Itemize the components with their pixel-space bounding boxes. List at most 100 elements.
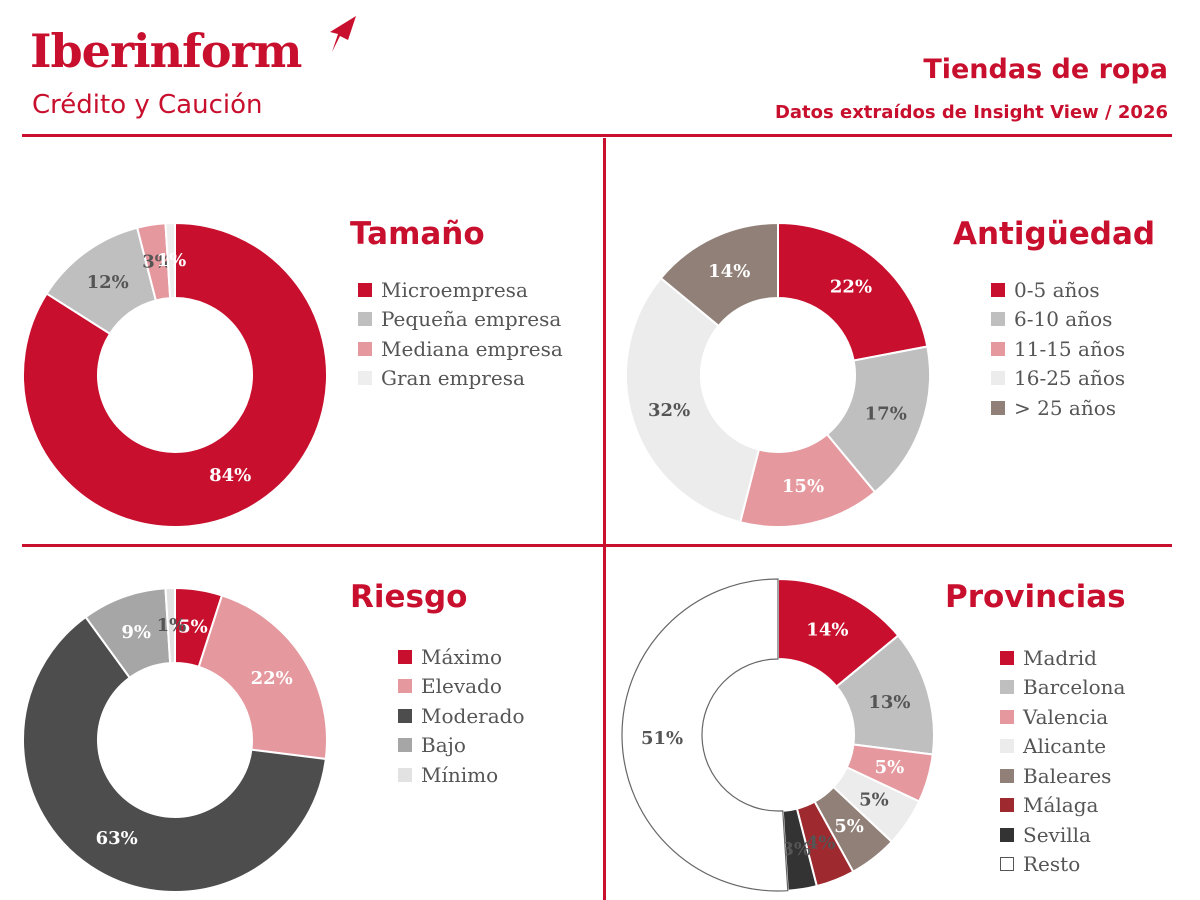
data-label-bajo: 9% [121, 622, 151, 643]
chart-legend: Microempresa Pequeña empresa Mediana empre… [358, 275, 563, 393]
legend-item-0-5-anos: 0-5 años [991, 275, 1125, 305]
legend-label: Alicante [1023, 734, 1107, 759]
legend-swatch [398, 649, 412, 664]
data-label-barcelona: 13% [868, 692, 910, 713]
legend-label: Pequeña empresa [381, 307, 562, 332]
legend-item-baleares: Baleares [1000, 761, 1125, 791]
vertical-divider [603, 138, 606, 900]
slice-bajo [84, 587, 172, 680]
legend-swatch [358, 312, 372, 327]
legend-label: 16-25 años [1014, 366, 1126, 391]
slice-baleares [813, 785, 894, 874]
slice-minimo [164, 586, 176, 665]
chart-title: Riesgo [350, 579, 468, 615]
legend-swatch [1000, 827, 1014, 842]
slice-microempresa [22, 221, 328, 528]
legend-item-maximo: Máximo [398, 642, 525, 672]
legend-label: Barcelona [1023, 675, 1126, 700]
legend-item-alicante: Alicante [1000, 732, 1125, 762]
legend-item-6-10-anos: 6-10 años [991, 305, 1125, 335]
legend-swatch [398, 708, 412, 723]
data-label-resto: 51% [641, 728, 683, 749]
data-label-maximo: 5% [178, 616, 208, 637]
slice-alicante [831, 766, 921, 844]
legend-swatch [358, 341, 372, 356]
legend-item-moderado: Moderado [398, 701, 525, 731]
legend-swatch [358, 371, 372, 386]
horizontal-divider [22, 544, 1172, 547]
logo-wordmark: Iberinform [30, 24, 302, 78]
legend-label: Mediana empresa [381, 336, 563, 361]
header-divider [22, 134, 1172, 137]
data-label-sevilla: 3% [781, 839, 811, 860]
data-label-16-25-anos: 32% [648, 400, 690, 421]
legend-label: Málaga [1023, 793, 1099, 818]
legend-label: 6-10 años [1014, 307, 1113, 332]
legend-label: Moderado [421, 703, 525, 728]
legend-label: Sevilla [1023, 822, 1091, 847]
legend-item-madrid: Madrid [1000, 643, 1125, 673]
legend-label: Madrid [1023, 645, 1097, 670]
data-label-baleares: 5% [834, 816, 864, 837]
legend-swatch [991, 312, 1005, 327]
page-subtitle: Datos extraídos de Insight View / 2026 [774, 102, 1168, 123]
legend-swatch [398, 767, 412, 782]
legend-item-microempresa: Microempresa [358, 275, 563, 305]
legend-swatch [1000, 798, 1014, 813]
legend-item-bajo: Bajo [398, 731, 525, 761]
legend-swatch [1000, 857, 1014, 872]
legend-swatch [991, 400, 1005, 415]
legend-label: Microempresa [381, 277, 528, 302]
legend-swatch [1000, 680, 1014, 695]
legend-label: Baleares [1023, 763, 1112, 788]
data-label-0-5-anos: 22% [830, 276, 872, 297]
legend-label: Elevado [421, 674, 502, 699]
slice-mediana-empresa [135, 222, 172, 302]
legend-label: Bajo [421, 733, 466, 758]
legend-swatch [1000, 739, 1014, 754]
chart-legend: 0-5 años 6-10 años 11-15 años 16-25 años > 2… [991, 275, 1125, 423]
data-label-madrid: 14% [806, 620, 848, 641]
legend-item-11-15-anos: 11-15 años [991, 334, 1125, 364]
legend-label: Mínimo [421, 762, 499, 787]
slice-25-anos [659, 221, 779, 328]
legend-swatch [991, 341, 1005, 356]
slice-resto [621, 578, 789, 892]
slice-malaga [795, 800, 855, 888]
legend-label: Máximo [421, 644, 503, 669]
slice-sevilla [781, 807, 819, 892]
legend-label: 0-5 años [1014, 277, 1100, 302]
slice-gran-empresa [164, 221, 176, 300]
slice-0-5-anos [777, 221, 929, 362]
data-label-moderado: 63% [96, 828, 138, 849]
data-label-alicante: 5% [859, 790, 889, 811]
legend-item-25-anos: > 25 años [991, 393, 1125, 423]
legend-item-valencia: Valencia [1000, 702, 1125, 732]
legend-label: 11-15 años [1014, 336, 1126, 361]
legend-swatch [991, 282, 1005, 297]
slice-elevado [197, 594, 328, 761]
slice-6-10-anos [825, 345, 931, 494]
legend-swatch [398, 679, 412, 694]
slice-pequena-empresa [45, 226, 158, 336]
legend-swatch [358, 282, 372, 297]
legend-item-16-25-anos: 16-25 años [991, 364, 1125, 394]
slice-valencia [845, 743, 934, 803]
legend-item-minimo: Mínimo [398, 760, 525, 790]
plane-icon [330, 16, 356, 52]
legend-label: Valencia [1023, 704, 1109, 729]
legend-item-malaga: Málaga [1000, 791, 1125, 821]
legend-item-elevado: Elevado [398, 672, 525, 702]
data-label-11-15-anos: 15% [782, 476, 824, 497]
data-label-malaga: 4% [806, 832, 836, 853]
data-label-mediana-empresa: 3% [142, 251, 172, 272]
data-label-elevado: 22% [251, 668, 293, 689]
legend-label: Gran empresa [381, 366, 525, 391]
legend-item-barcelona: Barcelona [1000, 673, 1125, 703]
data-label-minimo: 1% [157, 615, 187, 636]
legend-item-gran-empresa: Gran empresa [358, 364, 563, 394]
legend-item-sevilla: Sevilla [1000, 820, 1125, 850]
slice-moderado [22, 615, 327, 893]
legend-label: > 25 años [1014, 395, 1117, 420]
slice-madrid [777, 577, 900, 688]
